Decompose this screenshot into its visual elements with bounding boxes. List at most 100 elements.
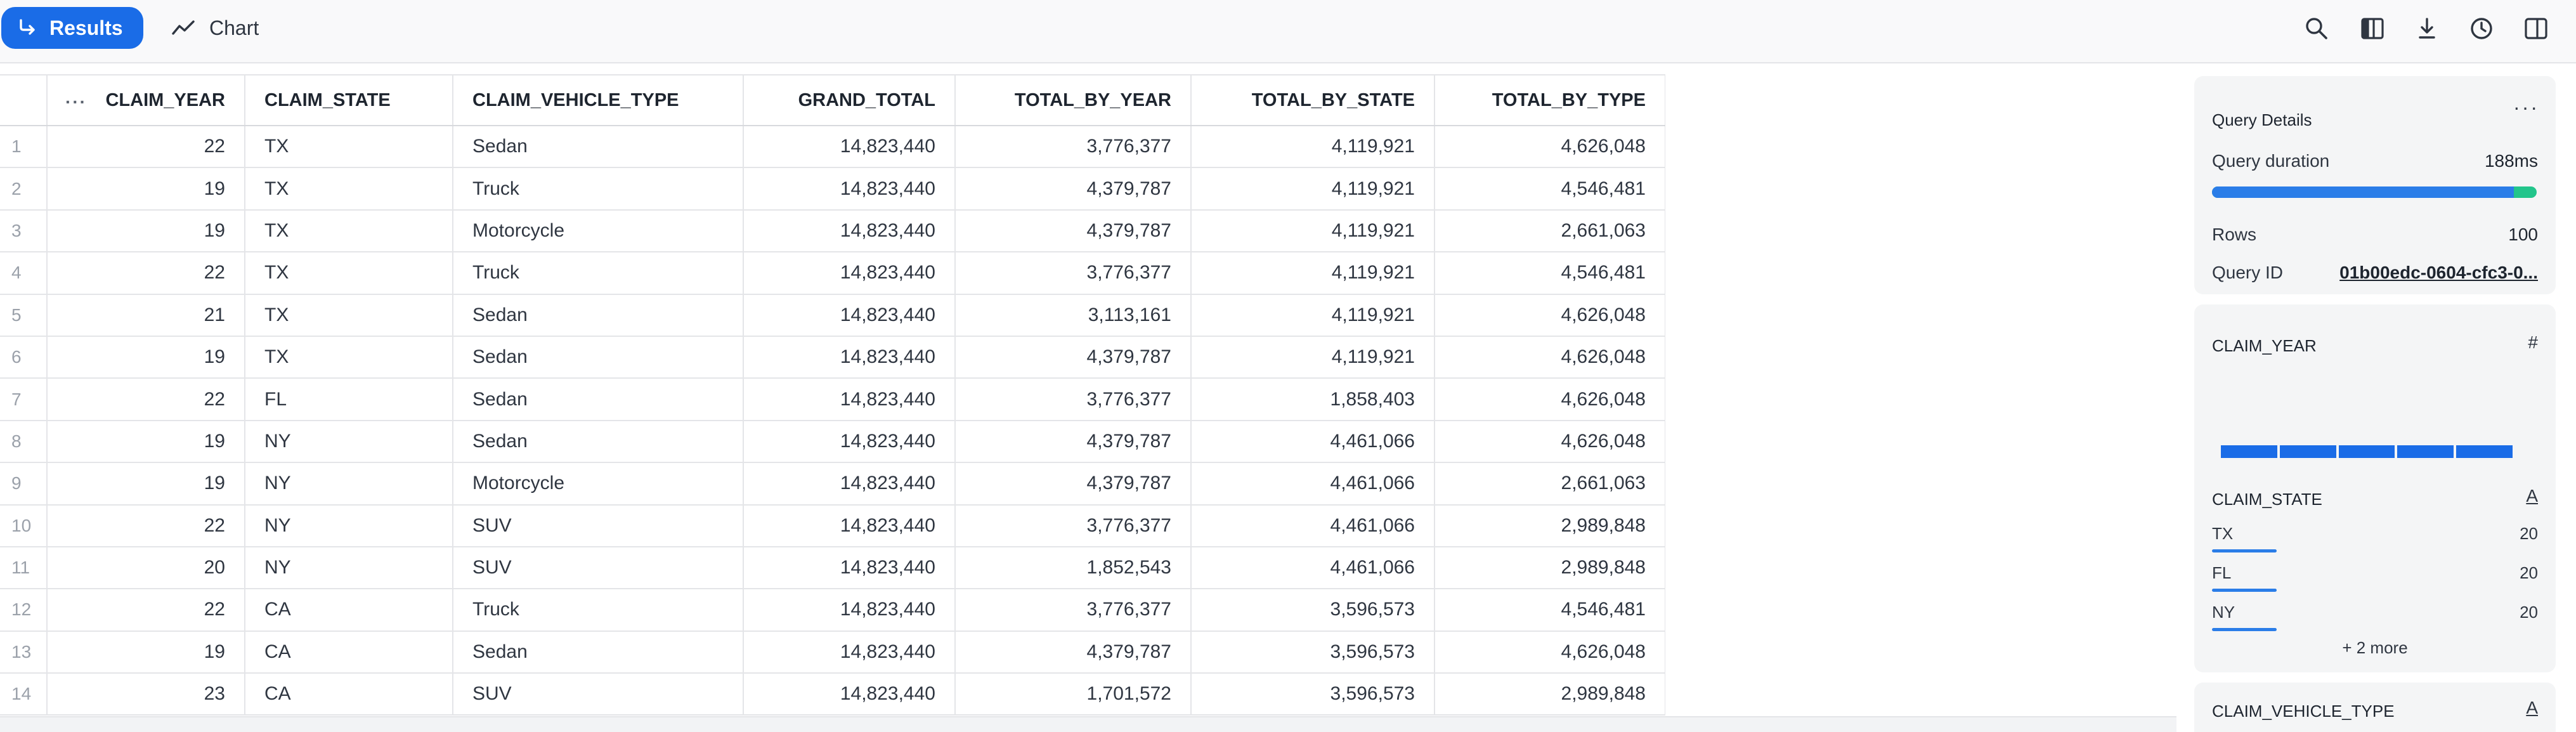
table-cell[interactable]: NY [245, 420, 453, 464]
table-cell[interactable]: NY [245, 546, 453, 590]
show-more-link[interactable]: + 2 more [2342, 638, 2408, 657]
table-cell[interactable]: 4,119,921 [1191, 294, 1435, 337]
results-tab-button[interactable]: Results [1, 7, 143, 49]
table-cell[interactable]: 14,823,440 [743, 589, 956, 632]
table-cell[interactable]: 4,119,921 [1191, 209, 1435, 253]
column-header-grand-total[interactable]: GRAND_TOTAL [743, 74, 956, 126]
query-id-link[interactable]: 01b00edc-0604-cfc3-0... [2339, 263, 2538, 282]
table-row[interactable]: 9 19 NY Motorcycle 14,823,440 4,379,787 4,461,… [0, 462, 1665, 506]
table-cell[interactable]: CA [245, 631, 453, 674]
table-row[interactable]: 8 19 NY Sedan 14,823,440 4,379,787 4,461,066 4,… [0, 420, 1665, 464]
column-header-claim-vehicle-type[interactable]: CLAIM_VEHICLE_TYPE [453, 74, 744, 126]
table-cell[interactable]: 14,823,440 [743, 209, 956, 253]
table-cell[interactable]: 4,379,787 [955, 462, 1192, 506]
table-cell[interactable]: 2,989,848 [1434, 504, 1665, 547]
table-row[interactable]: 1 22 TX Sedan 14,823,440 3,776,377 4,119,921 4,… [0, 126, 1665, 169]
table-cell[interactable]: 4,379,787 [955, 420, 1192, 464]
table-cell[interactable]: 4,626,048 [1434, 336, 1665, 379]
table-cell[interactable]: Truck [453, 252, 744, 295]
table-cell[interactable]: 14,823,440 [743, 673, 956, 716]
table-row[interactable]: 11 20 NY SUV 14,823,440 1,852,543 4,461,066 2,9… [0, 546, 1665, 590]
table-cell[interactable]: 14,823,440 [743, 631, 956, 674]
column-header-claim-state[interactable]: CLAIM_STATE [245, 74, 453, 126]
table-row[interactable]: 6 19 TX Sedan 14,823,440 4,379,787 4,119,921 4,… [0, 336, 1665, 379]
table-cell[interactable]: 1,858,403 [1191, 378, 1435, 421]
table-cell[interactable]: 4,626,048 [1434, 294, 1665, 337]
table-cell[interactable]: 3,596,573 [1191, 589, 1435, 632]
table-cell[interactable]: 3,776,377 [955, 126, 1192, 169]
table-cell[interactable]: FL [245, 378, 453, 421]
table-cell[interactable]: 1,852,543 [955, 546, 1192, 590]
column-header-total-by-state[interactable]: TOTAL_BY_STATE [1191, 74, 1435, 126]
history-clock-icon[interactable] [2467, 14, 2496, 43]
chart-tab-button[interactable]: Chart [171, 7, 259, 49]
table-cell[interactable]: TX [245, 336, 453, 379]
table-cell[interactable]: 14,823,440 [743, 167, 956, 211]
table-cell[interactable]: 20 [47, 546, 245, 590]
table-cell[interactable]: TX [245, 209, 453, 253]
table-cell[interactable]: 4,546,481 [1434, 167, 1665, 211]
table-cell[interactable]: TX [245, 294, 453, 337]
table-cell[interactable]: Motorcycle [453, 462, 744, 506]
table-cell[interactable]: Sedan [453, 336, 744, 379]
table-cell[interactable]: 4,461,066 [1191, 546, 1435, 590]
table-cell[interactable]: 4,626,048 [1434, 126, 1665, 169]
table-cell[interactable]: 22 [47, 126, 245, 169]
table-cell[interactable]: 22 [47, 504, 245, 547]
table-cell[interactable]: 2,661,063 [1434, 209, 1665, 253]
table-cell[interactable]: Truck [453, 589, 744, 632]
table-cell[interactable]: 4,379,787 [955, 209, 1192, 253]
table-cell[interactable]: 4,461,066 [1191, 420, 1435, 464]
table-cell[interactable]: Sedan [453, 294, 744, 337]
table-cell[interactable]: 4,119,921 [1191, 336, 1435, 379]
toggle-panel-icon[interactable] [2521, 14, 2551, 43]
table-cell[interactable]: 14,823,440 [743, 378, 956, 421]
claim-vehicle-type-stats-card[interactable]: CLAIM_VEHICLE_TYPE A [2194, 683, 2556, 732]
table-cell[interactable]: 19 [47, 420, 245, 464]
table-cell[interactable]: SUV [453, 546, 744, 590]
table-cell[interactable]: 2,989,848 [1434, 673, 1665, 716]
table-cell[interactable]: 14,823,440 [743, 546, 956, 590]
table-cell[interactable]: 14,823,440 [743, 462, 956, 506]
table-row[interactable]: 14 23 CA SUV 14,823,440 1,701,572 3,596,573 2,9… [0, 673, 1665, 716]
table-cell[interactable]: 2,989,848 [1434, 546, 1665, 590]
table-cell[interactable]: NY [245, 462, 453, 506]
column-header-claim-year[interactable]: ··· CLAIM_YEAR [47, 74, 245, 126]
table-cell[interactable]: 14,823,440 [743, 336, 956, 379]
table-cell[interactable]: 4,119,921 [1191, 167, 1435, 211]
table-row[interactable]: 10 22 NY SUV 14,823,440 3,776,377 4,461,066 2,9… [0, 504, 1665, 547]
table-cell[interactable]: 19 [47, 631, 245, 674]
table-cell[interactable]: 14,823,440 [743, 504, 956, 547]
table-row[interactable]: 7 22 FL Sedan 14,823,440 3,776,377 1,858,403 4,… [0, 378, 1665, 421]
table-cell[interactable]: Sedan [453, 631, 744, 674]
table-cell[interactable]: 3,776,377 [955, 252, 1192, 295]
table-cell[interactable]: 4,119,921 [1191, 126, 1435, 169]
table-cell[interactable]: TX [245, 252, 453, 295]
table-cell[interactable]: 19 [47, 209, 245, 253]
table-cell[interactable]: 3,113,161 [955, 294, 1192, 337]
table-cell[interactable]: NY [245, 504, 453, 547]
search-icon[interactable] [2302, 14, 2331, 43]
table-cell[interactable]: 14,823,440 [743, 420, 956, 464]
table-cell[interactable]: SUV [453, 504, 744, 547]
table-cell[interactable]: 1,701,572 [955, 673, 1192, 716]
table-cell[interactable]: 3,596,573 [1191, 673, 1435, 716]
table-cell[interactable]: CA [245, 589, 453, 632]
table-cell[interactable]: 14,823,440 [743, 126, 956, 169]
table-cell[interactable]: 2,661,063 [1434, 462, 1665, 506]
table-row[interactable]: 2 19 TX Truck 14,823,440 4,379,787 4,119,921 4,… [0, 167, 1665, 211]
table-cell[interactable]: TX [245, 167, 453, 211]
table-cell[interactable]: 3,776,377 [955, 589, 1192, 632]
table-cell[interactable]: SUV [453, 673, 744, 716]
table-cell[interactable]: CA [245, 673, 453, 716]
table-cell[interactable]: Sedan [453, 420, 744, 464]
table-row[interactable]: 4 22 TX Truck 14,823,440 3,776,377 4,119,921 4,… [0, 252, 1665, 295]
table-row[interactable]: 12 22 CA Truck 14,823,440 3,776,377 3,596,573 4… [0, 589, 1665, 632]
table-cell[interactable]: 14,823,440 [743, 294, 956, 337]
table-cell[interactable]: 4,626,048 [1434, 378, 1665, 421]
table-cell[interactable]: 3,776,377 [955, 378, 1192, 421]
table-cell[interactable]: Motorcycle [453, 209, 744, 253]
table-cell[interactable]: 3,776,377 [955, 504, 1192, 547]
table-cell[interactable]: 3,596,573 [1191, 631, 1435, 674]
table-row[interactable]: 13 19 CA Sedan 14,823,440 4,379,787 3,596,573 4… [0, 631, 1665, 674]
